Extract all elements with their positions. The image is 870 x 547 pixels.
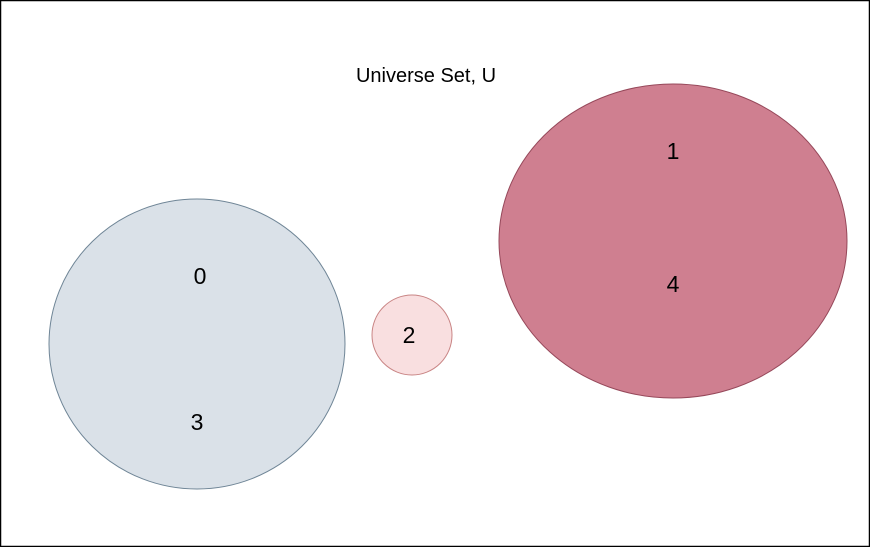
set-c-circle — [498, 83, 848, 399]
element-label: 0 — [194, 263, 207, 289]
element-label: 3 — [191, 409, 204, 435]
element-label: 2 — [403, 322, 416, 348]
element-label: 4 — [667, 271, 680, 297]
set-b-circle — [371, 294, 453, 376]
set-a-circle — [48, 198, 346, 490]
universe-title: Universe Set, U — [356, 65, 496, 87]
element-label: 1 — [667, 138, 680, 164]
